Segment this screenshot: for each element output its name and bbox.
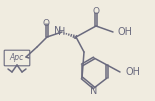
Text: O: O bbox=[93, 7, 100, 16]
Text: N: N bbox=[54, 25, 62, 35]
Text: OH: OH bbox=[126, 67, 141, 77]
Text: N: N bbox=[90, 86, 98, 96]
Text: ,: , bbox=[72, 30, 76, 40]
Text: OH: OH bbox=[118, 27, 133, 37]
Text: O: O bbox=[42, 18, 49, 27]
Text: Apc: Apc bbox=[10, 54, 24, 63]
FancyBboxPatch shape bbox=[4, 50, 30, 66]
Text: H: H bbox=[58, 27, 66, 37]
